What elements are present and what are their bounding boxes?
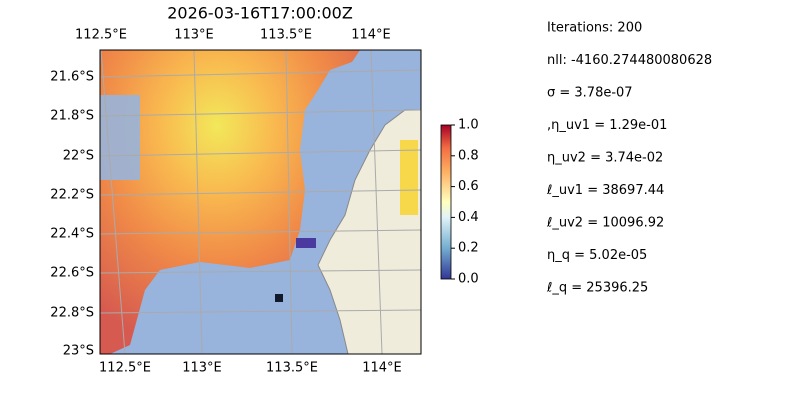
info-line: η_uv2 = 3.74e-02 [547, 151, 663, 166]
lat-label: 22.8°S [50, 306, 94, 321]
lat-label: 22.4°S [50, 227, 94, 242]
info-line: ,η_uv1 = 1.29e-01 [547, 118, 667, 133]
colorbar-tick-label: 0.2 [458, 241, 479, 256]
map-frame [99, 49, 422, 355]
heat-strip [400, 140, 418, 215]
title: 2026-03-16T17:00:00Z [167, 4, 353, 23]
lon-label: 113.5°E [260, 28, 312, 43]
colorbar-tick-label: 0.4 [458, 210, 479, 225]
lon-label: 114°E [351, 28, 391, 43]
graticule [100, 50, 421, 354]
lat-label: 22.2°S [50, 188, 94, 203]
lat-label: 22°S [63, 149, 94, 164]
colorbar-tick-label: 0.0 [458, 272, 479, 287]
colorbar-tick-label: 0.6 [458, 179, 479, 194]
lon-label: 113.5°E [266, 361, 318, 376]
lon-label: 114°E [362, 361, 402, 376]
info-line: ℓ_uv1 = 38697.44 [546, 183, 664, 198]
info-line: σ = 3.78e-07 [547, 86, 633, 101]
lon-label: 112.5°E [75, 28, 127, 43]
info-line: ℓ_q = 25396.25 [546, 281, 648, 296]
lon-label: 113°E [182, 361, 222, 376]
land [317, 109, 421, 354]
colorbar-tick-label: 0.8 [458, 148, 479, 163]
cell [296, 238, 316, 248]
lat-label: 21.8°S [50, 109, 94, 124]
lat-label: 22.6°S [50, 266, 94, 281]
cell [275, 294, 283, 302]
info-line: Iterations: 200 [547, 21, 642, 36]
info-line: nll: -4160.274480080628 [547, 53, 712, 68]
map-area [100, 50, 421, 354]
lat-label: 23°S [63, 344, 94, 359]
lon-label: 113°E [174, 28, 214, 43]
lon-label: 112.5°E [99, 361, 151, 376]
info-line: η_q = 5.02e-05 [547, 248, 647, 263]
info-line: ℓ_uv2 = 10096.92 [546, 216, 664, 231]
heat-field [100, 50, 360, 354]
colorbar-tick-label: 1.0 [458, 118, 479, 133]
colorbar [440, 124, 452, 280]
lat-label: 21.6°S [50, 70, 94, 85]
